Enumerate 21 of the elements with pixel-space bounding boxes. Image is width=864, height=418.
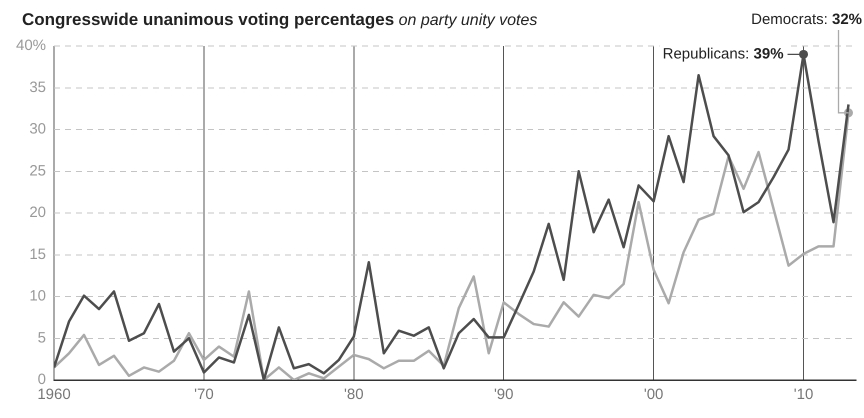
chart-title: Congresswide unanimous voting percentages (22, 10, 394, 29)
y-tick-label: 40% (16, 37, 46, 54)
x-tick-label: '90 (494, 386, 514, 404)
y-tick-label: 15 (29, 246, 46, 263)
y-tick-label: 0 (38, 371, 46, 388)
y-tick-label: 35 (29, 78, 46, 96)
y-tick-label: 20 (29, 204, 46, 222)
y-tick-label: 10 (29, 288, 46, 305)
x-tick-label: '10 (794, 386, 814, 404)
x-tick-label: '70 (194, 386, 214, 404)
data-label: 32% (832, 11, 862, 28)
x-tick-label: '80 (344, 386, 364, 404)
x-tick-label: 1960 (37, 386, 71, 404)
y-tick-label: 5 (38, 329, 46, 346)
series-label: Republicans: (662, 45, 754, 62)
x-tick-label: '00 (644, 386, 664, 404)
data-label: 39% (754, 45, 784, 62)
y-tick-label: 25 (29, 162, 46, 180)
text: Democrats: (751, 11, 832, 28)
chart-subtitle: on party unity votes (398, 12, 538, 29)
y-tick-label: 30 (29, 120, 46, 138)
